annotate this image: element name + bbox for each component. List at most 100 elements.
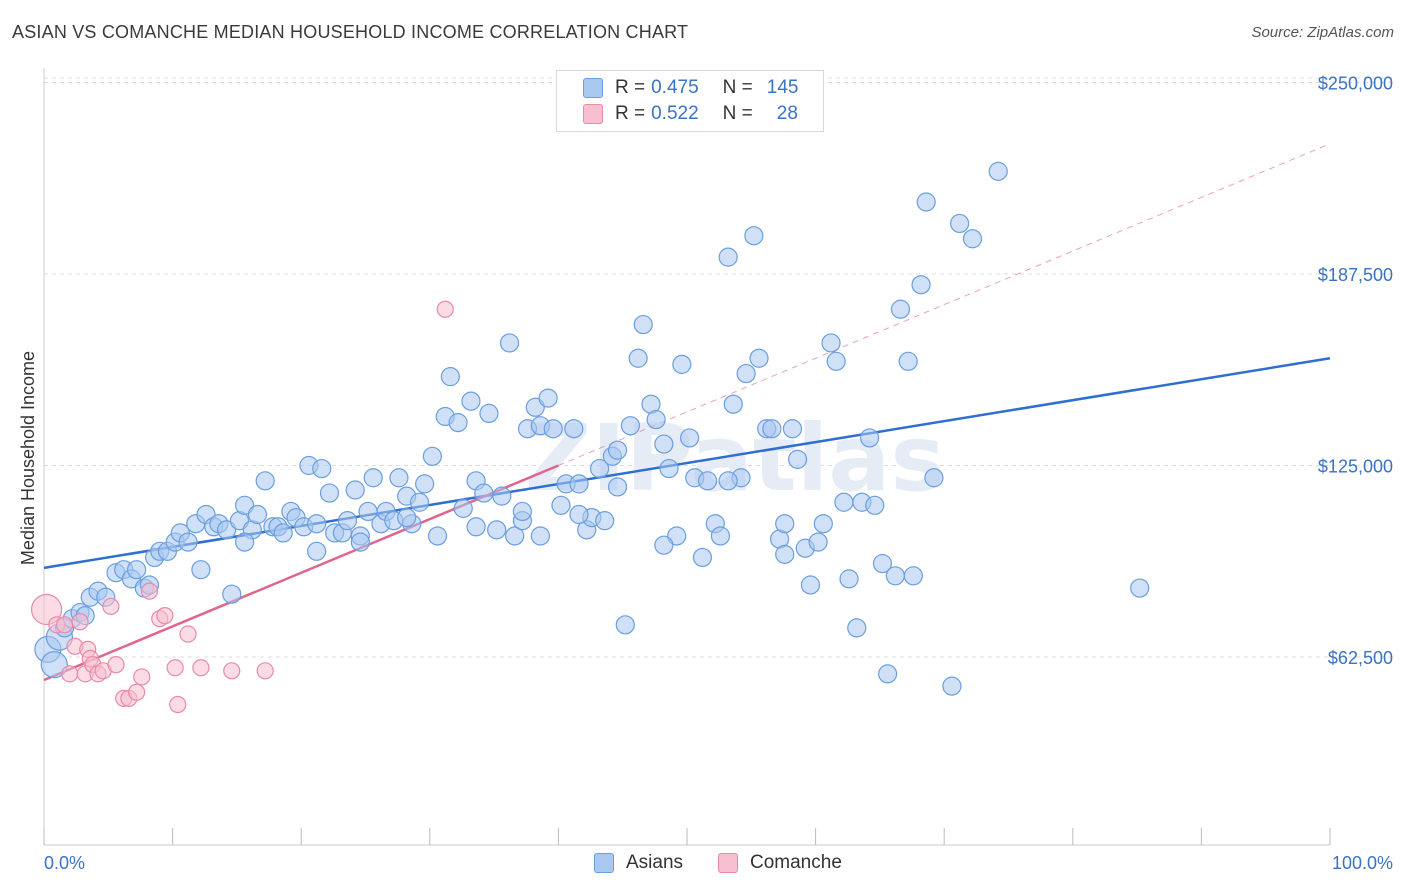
comanche-point xyxy=(102,597,120,616)
stats-legend: R = 0.475 N = 145 R = 0.522 N = 28 xyxy=(556,70,824,132)
comanche-swatch xyxy=(583,104,603,124)
asians-point xyxy=(942,676,962,696)
asians-point xyxy=(878,664,898,684)
legend-n-label: N = xyxy=(722,77,753,98)
asians-point xyxy=(461,391,481,411)
comanche-point xyxy=(192,659,210,677)
asians-point xyxy=(615,615,635,635)
asians-point xyxy=(679,428,700,448)
asians-point xyxy=(950,213,970,234)
asians-point xyxy=(988,161,1008,181)
asians-point xyxy=(787,449,808,469)
asians-point xyxy=(697,471,718,491)
asians-point xyxy=(872,553,893,574)
asians-point xyxy=(505,526,525,546)
chart-title: ASIAN VS COMANCHE MEDIAN HOUSEHOLD INCOM… xyxy=(12,22,689,42)
asians-point xyxy=(538,388,558,408)
x-tick-label: 0.0% xyxy=(44,853,85,873)
y-axis-label: Median Household Income xyxy=(18,351,38,565)
asians-point xyxy=(749,348,769,368)
asians-point xyxy=(860,428,880,448)
asians-point xyxy=(800,575,821,595)
legend-row-asians: R = 0.475 N = 145 xyxy=(583,76,798,100)
comanche-trend-extension xyxy=(558,143,1331,466)
asians-point xyxy=(397,507,417,528)
asians-point xyxy=(389,468,409,488)
comanche-point xyxy=(140,582,159,600)
watermark: ZIPatlas xyxy=(525,405,945,512)
asians-point xyxy=(427,526,448,546)
y-tick-label: $62,500 xyxy=(1328,648,1393,668)
comanche-point xyxy=(436,300,454,318)
asians-point xyxy=(479,403,499,424)
asians-point xyxy=(821,333,841,353)
asians-point xyxy=(319,483,340,503)
legend-item-comanche: Comanche xyxy=(718,852,842,874)
asians-point xyxy=(826,351,846,371)
asians-point xyxy=(255,471,275,491)
asians-point xyxy=(363,468,383,488)
comanche-point xyxy=(127,683,146,701)
asians-point xyxy=(762,419,782,439)
asians-swatch xyxy=(583,78,603,98)
x-tick-label: 100.0% xyxy=(1332,853,1393,873)
legend-n-label: N = xyxy=(722,103,753,124)
asians-point xyxy=(808,532,828,552)
asians-point xyxy=(710,526,731,546)
asians-point xyxy=(569,504,589,525)
asians-point xyxy=(646,409,666,430)
grid-lines xyxy=(44,77,1392,658)
comanche-legend-swatch xyxy=(718,853,738,873)
asians-point xyxy=(718,247,738,267)
asians-points xyxy=(34,161,1150,696)
asians-point xyxy=(672,354,692,374)
asians-point xyxy=(492,486,512,506)
asians-point xyxy=(890,299,911,319)
asians-point xyxy=(775,544,795,564)
asians-point xyxy=(422,446,442,466)
asians-point xyxy=(736,363,756,384)
asians-point xyxy=(512,501,532,522)
comanche-point xyxy=(169,695,187,714)
asians-point xyxy=(654,434,674,454)
asians-legend-label: Asians xyxy=(626,852,684,873)
asians-point xyxy=(466,517,486,537)
legend-r-value: 0.522 xyxy=(651,103,699,124)
asians-point xyxy=(607,477,628,497)
asians-point xyxy=(235,532,255,552)
asians-point xyxy=(607,440,628,460)
asians-point xyxy=(898,351,918,371)
asians-point xyxy=(718,471,738,491)
asians-point xyxy=(723,394,743,414)
asians-point xyxy=(813,514,833,534)
asians-point xyxy=(633,314,653,335)
legend-n-value: 28 xyxy=(776,103,798,124)
asians-point xyxy=(916,192,936,212)
comanche-points xyxy=(30,300,454,714)
asians-point xyxy=(273,523,293,543)
asians-point xyxy=(744,226,764,246)
comanche-point xyxy=(61,665,79,683)
asians-point xyxy=(312,458,332,479)
asians-point xyxy=(191,560,211,580)
legend-r-label: R = xyxy=(615,103,646,124)
asians-point xyxy=(530,526,550,546)
comanche-point xyxy=(166,659,184,677)
asians-point xyxy=(839,569,859,589)
asians-point xyxy=(487,520,507,540)
asians-point xyxy=(569,474,589,494)
asians-point xyxy=(620,416,641,436)
comanche-point xyxy=(71,613,89,631)
asians-point xyxy=(782,419,803,439)
asians-point xyxy=(1130,578,1150,598)
y-tick-label: $125,000 xyxy=(1318,457,1393,477)
asians-point xyxy=(543,419,563,439)
y-tick-label: $250,000 xyxy=(1318,74,1393,94)
legend-r-label: R = xyxy=(615,77,646,98)
asians-point xyxy=(847,618,867,638)
asians-point xyxy=(178,532,198,552)
x-tick-labels: 0.0% 100.0% xyxy=(44,853,1393,873)
comanche-point xyxy=(223,662,241,680)
legend-item-asians: Asians xyxy=(594,852,683,874)
asians-point xyxy=(834,492,854,512)
